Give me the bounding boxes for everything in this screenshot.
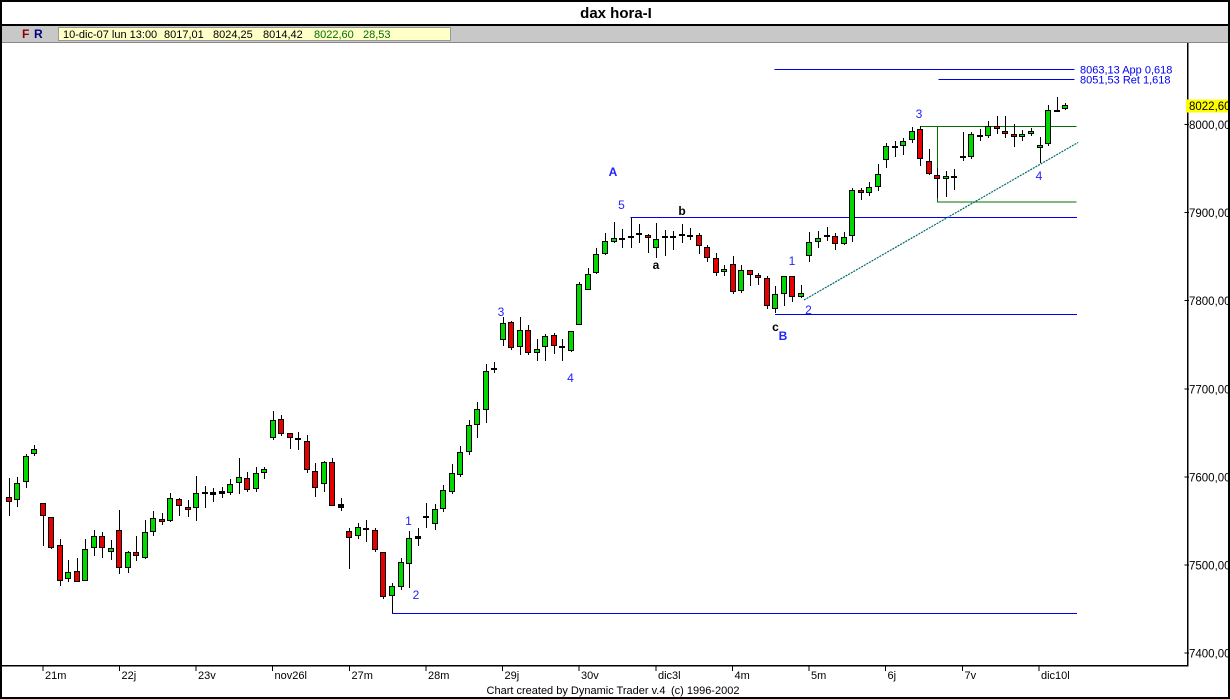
svg-text:b: b [678,204,685,218]
svg-text:7600,00: 7600,00 [1189,473,1230,485]
svg-text:2: 2 [805,303,812,317]
svg-text:8051,53 Ret 1,618: 8051,53 Ret 1,618 [1080,75,1171,87]
svg-text:1: 1 [789,254,796,268]
svg-text:27m: 27m [352,670,373,682]
svg-text:c: c [772,320,779,334]
svg-text:21m: 21m [45,670,66,682]
svg-text:7400,00: 7400,00 [1189,649,1230,661]
svg-text:a: a [653,258,660,272]
svg-text:22j: 22j [122,670,137,682]
svg-text:30v: 30v [581,670,599,682]
svg-text:nov26l: nov26l [275,670,307,682]
svg-text:Chart created by Dynamic Trade: Chart created by Dynamic Trader v.4 (c) … [487,685,740,697]
svg-text:dic10l: dic10l [1041,670,1070,682]
svg-text:4: 4 [1036,169,1043,183]
svg-text:4: 4 [567,371,574,385]
svg-text:7900,00: 7900,00 [1189,208,1230,220]
svg-text:8022,60: 8022,60 [1189,101,1230,113]
svg-text:7700,00: 7700,00 [1189,385,1230,397]
svg-text:1: 1 [405,514,412,528]
svg-text:A: A [609,165,618,179]
svg-text:7500,00: 7500,00 [1189,561,1230,573]
svg-text:29j: 29j [505,670,520,682]
svg-text:8000,00: 8000,00 [1189,120,1230,132]
svg-text:23v: 23v [198,670,216,682]
svg-text:3: 3 [498,305,505,319]
svg-text:4m: 4m [735,670,750,682]
svg-text:28m: 28m [428,670,449,682]
svg-text:5: 5 [618,198,625,212]
svg-text:8063,13 App 0,618: 8063,13 App 0,618 [1080,65,1172,77]
svg-text:6j: 6j [888,670,897,682]
svg-text:5m: 5m [811,670,826,682]
svg-text:2: 2 [413,588,420,602]
svg-text:dic3l: dic3l [658,670,681,682]
svg-text:7v: 7v [965,670,977,682]
svg-text:7800,00: 7800,00 [1189,296,1230,308]
svg-text:3: 3 [916,107,923,121]
svg-text:B: B [779,329,788,343]
